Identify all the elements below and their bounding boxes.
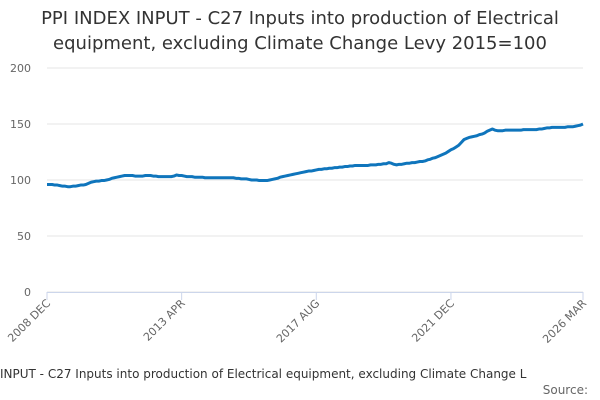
x-tick-label: 2021 DEC [409,297,457,345]
x-tick-label: 2013 APR [141,297,188,344]
x-tick-label: 2017 AUG [274,297,323,346]
y-tick-label: 200 [10,62,31,75]
x-tick-label: 2026 MAR [540,297,589,346]
y-tick-label: 0 [24,286,31,299]
chart-title: PPI INDEX INPUT - C27 Inputs into produc… [41,8,559,54]
data-line [47,122,584,189]
x-tick-label: 2008 DEC [5,297,53,345]
source: Source: [543,383,588,397]
y-tick-label: 100 [10,174,31,187]
caption: INPUT - C27 Inputs into production of El… [0,367,527,381]
y-tick-label: 150 [10,118,31,131]
y-tick-label: 50 [17,230,31,243]
